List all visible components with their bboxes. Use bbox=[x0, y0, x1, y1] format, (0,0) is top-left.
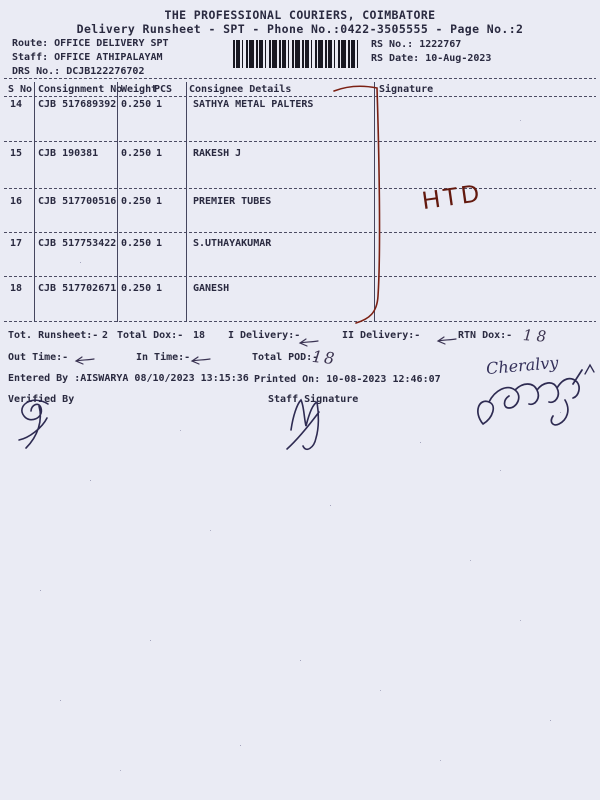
caret-mark bbox=[584, 363, 595, 375]
out-time-label: Out Time:- bbox=[8, 352, 69, 363]
divider bbox=[4, 276, 596, 277]
hand-arrow-out-time bbox=[74, 356, 95, 365]
paper-speckles bbox=[0, 0, 1, 1]
receiver-signature bbox=[477, 369, 583, 426]
total-pod-label: Total POD:- bbox=[252, 352, 319, 363]
route-value: OFFICE DELIVERY SPT bbox=[54, 38, 169, 49]
cell-consignment: CJB 517753422 bbox=[38, 238, 117, 249]
staff-value: OFFICE ATHIPALAYAM bbox=[54, 52, 163, 63]
col-header-sno: S No bbox=[8, 84, 33, 95]
cell-consignee: PREMIER TUBES bbox=[193, 196, 272, 207]
handwritten-courier-name: Cheralvy bbox=[485, 352, 560, 379]
cell-consignee: S.UTHAYAKUMAR bbox=[193, 238, 272, 249]
divider bbox=[4, 321, 596, 322]
cell-weight: 0.250 bbox=[121, 148, 152, 159]
runsheet-subtitle: Delivery Runsheet - SPT - Phone No.:0422… bbox=[76, 22, 524, 36]
divider bbox=[4, 232, 596, 233]
ii-delivery-label: II Delivery:- bbox=[342, 330, 421, 341]
hand-arrow-rtn-dox bbox=[436, 336, 457, 345]
rs-no-value: 1222767 bbox=[419, 39, 462, 50]
cell-weight: 0.250 bbox=[121, 283, 152, 294]
entered-by-line: Entered By :AISWARYA 08/10/2023 13:15:36 bbox=[8, 373, 249, 384]
cell-pcs: 1 bbox=[156, 99, 163, 110]
hand-arrow-in-time bbox=[190, 356, 211, 365]
divider bbox=[4, 78, 596, 79]
rs-date-label: RS Date: bbox=[371, 53, 420, 64]
handwritten-htd-note: HTD bbox=[420, 178, 484, 216]
col-header-consignee: Consignee Details bbox=[189, 84, 292, 95]
hand-arrow-i-delivery bbox=[298, 338, 319, 347]
staff-label: Staff: bbox=[12, 52, 49, 63]
verified-by-signature bbox=[18, 399, 49, 449]
cell-weight: 0.250 bbox=[121, 238, 152, 249]
col-header-consignment: Consignment No bbox=[38, 84, 123, 95]
printed-on-line: Printed On: 10-08-2023 12:46:07 bbox=[254, 374, 441, 385]
red-pen-runsheet-line bbox=[333, 85, 381, 324]
company-title: THE PROFESSIONAL COURIERS, COIMBATORE bbox=[164, 8, 436, 22]
col-header-pcs: PCS bbox=[154, 84, 173, 95]
cell-sno: 16 bbox=[10, 196, 23, 207]
divider bbox=[4, 141, 596, 142]
staff-line: Staff: OFFICE ATHIPALAYAM bbox=[12, 52, 163, 64]
staff-signature-label: Staff Signature bbox=[268, 394, 359, 405]
cell-sno: 18 bbox=[10, 283, 23, 294]
cell-consignee: SATHYA METAL PALTERS bbox=[193, 99, 314, 110]
cell-consignee: GANESH bbox=[193, 283, 230, 294]
drs-label: DRS No.: bbox=[12, 66, 61, 77]
cell-consignment: CJB 517700516 bbox=[38, 196, 117, 207]
column-rule bbox=[117, 82, 118, 322]
verified-by-label: Verified By bbox=[8, 394, 75, 405]
total-dox-label: Total Dox:- bbox=[117, 330, 184, 341]
cell-consignment: CJB 190381 bbox=[38, 148, 99, 159]
cell-weight: 0.250 bbox=[121, 99, 152, 110]
column-rule bbox=[374, 82, 375, 322]
divider bbox=[4, 188, 596, 189]
route-line: Route: OFFICE DELIVERY SPT bbox=[12, 38, 169, 50]
route-label: Route: bbox=[12, 38, 49, 49]
cell-pcs: 1 bbox=[156, 238, 163, 249]
handwritten-rtn-dox-value: 18 bbox=[522, 326, 551, 346]
column-rule bbox=[34, 82, 35, 322]
i-delivery-label: I Delivery:- bbox=[228, 330, 301, 341]
rs-date-line: RS Date: 10-Aug-2023 bbox=[371, 53, 491, 65]
cell-pcs: 1 bbox=[156, 148, 163, 159]
barcode-icon bbox=[233, 40, 361, 68]
handwritten-total-pod-value: 18 bbox=[311, 346, 338, 369]
cell-sno: 17 bbox=[10, 238, 23, 249]
tot-runsheet-label: Tot. Runsheet:- bbox=[8, 330, 99, 341]
staff-signature-mark bbox=[286, 398, 320, 450]
rs-no-line: RS No.: 1222767 bbox=[371, 39, 461, 51]
total-dox-value: 18 bbox=[193, 330, 206, 341]
drs-line: DRS No.: DCJB122276702 bbox=[12, 66, 144, 78]
col-header-weight: Weight bbox=[121, 84, 158, 95]
cell-sno: 15 bbox=[10, 148, 23, 159]
drs-value: DCJB122276702 bbox=[66, 66, 145, 77]
col-header-signature: Signature bbox=[379, 84, 434, 95]
cell-pcs: 1 bbox=[156, 283, 163, 294]
tot-runsheet-value: 2 bbox=[102, 330, 109, 341]
rs-no-label: RS No.: bbox=[371, 39, 414, 50]
in-time-label: In Time:- bbox=[136, 352, 191, 363]
cell-sno: 14 bbox=[10, 99, 23, 110]
rtn-dox-label: RTN Dox:- bbox=[458, 330, 513, 341]
cell-consignment: CJB 517689392 bbox=[38, 99, 117, 110]
column-rule bbox=[186, 82, 187, 322]
cell-pcs: 1 bbox=[156, 196, 163, 207]
cell-consignment: CJB 517702671 bbox=[38, 283, 117, 294]
cell-consignee: RAKESH J bbox=[193, 148, 242, 159]
rs-date-value: 10-Aug-2023 bbox=[425, 53, 492, 64]
divider bbox=[4, 96, 596, 97]
cell-weight: 0.250 bbox=[121, 196, 152, 207]
